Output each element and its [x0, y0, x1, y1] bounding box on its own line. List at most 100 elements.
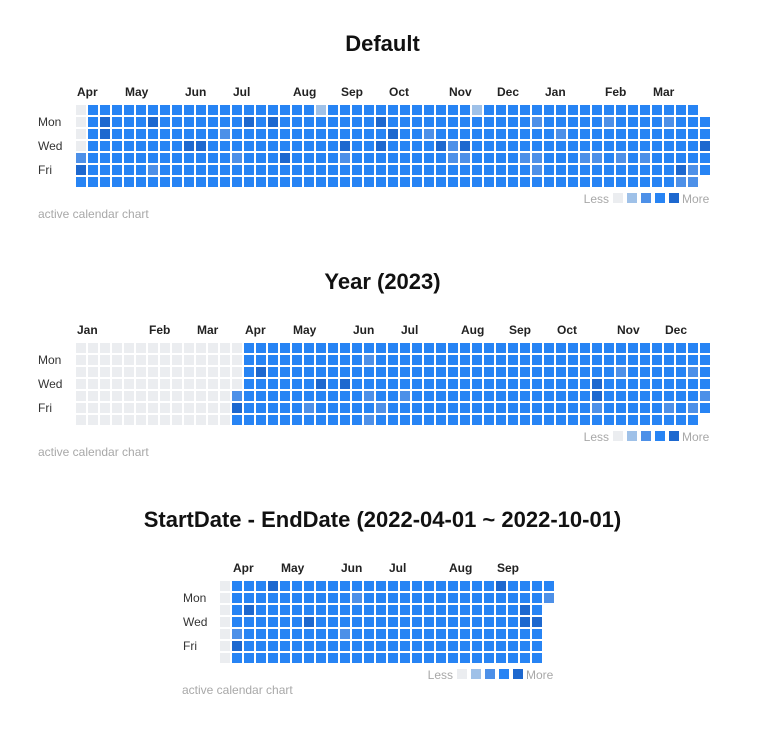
day-cell[interactable]	[220, 629, 230, 639]
day-cell[interactable]	[532, 141, 542, 151]
day-cell[interactable]	[652, 415, 662, 425]
day-cell[interactable]	[580, 141, 590, 151]
day-cell[interactable]	[352, 379, 362, 389]
day-cell[interactable]	[400, 343, 410, 353]
day-cell[interactable]	[256, 355, 266, 365]
day-cell[interactable]	[400, 617, 410, 627]
day-cell[interactable]	[76, 153, 86, 163]
day-cell[interactable]	[448, 117, 458, 127]
day-cell[interactable]	[328, 367, 338, 377]
day-cell[interactable]	[244, 105, 254, 115]
day-cell[interactable]	[220, 617, 230, 627]
day-cell[interactable]	[556, 117, 566, 127]
day-cell[interactable]	[472, 343, 482, 353]
day-cell[interactable]	[100, 117, 110, 127]
day-cell[interactable]	[484, 153, 494, 163]
day-cell[interactable]	[232, 379, 242, 389]
day-cell[interactable]	[592, 355, 602, 365]
day-cell[interactable]	[556, 415, 566, 425]
day-cell[interactable]	[604, 165, 614, 175]
day-cell[interactable]	[424, 153, 434, 163]
day-cell[interactable]	[268, 605, 278, 615]
day-cell[interactable]	[436, 117, 446, 127]
day-cell[interactable]	[412, 629, 422, 639]
day-cell[interactable]	[424, 117, 434, 127]
day-cell[interactable]	[580, 177, 590, 187]
day-cell[interactable]	[592, 177, 602, 187]
day-cell[interactable]	[436, 403, 446, 413]
day-cell[interactable]	[112, 343, 122, 353]
day-cell[interactable]	[544, 343, 554, 353]
day-cell[interactable]	[232, 177, 242, 187]
day-cell[interactable]	[268, 653, 278, 663]
day-cell[interactable]	[208, 129, 218, 139]
day-cell[interactable]	[388, 129, 398, 139]
day-cell[interactable]	[676, 117, 686, 127]
day-cell[interactable]	[556, 379, 566, 389]
day-cell[interactable]	[604, 129, 614, 139]
day-cell[interactable]	[520, 153, 530, 163]
day-cell[interactable]	[220, 177, 230, 187]
day-cell[interactable]	[604, 153, 614, 163]
day-cell[interactable]	[532, 153, 542, 163]
day-cell[interactable]	[556, 391, 566, 401]
day-cell[interactable]	[268, 117, 278, 127]
day-cell[interactable]	[676, 343, 686, 353]
day-cell[interactable]	[208, 153, 218, 163]
day-cell[interactable]	[460, 617, 470, 627]
day-cell[interactable]	[520, 641, 530, 651]
day-cell[interactable]	[88, 153, 98, 163]
day-cell[interactable]	[700, 355, 710, 365]
day-cell[interactable]	[400, 165, 410, 175]
day-cell[interactable]	[556, 177, 566, 187]
day-cell[interactable]	[184, 355, 194, 365]
day-cell[interactable]	[688, 117, 698, 127]
day-cell[interactable]	[616, 105, 626, 115]
day-cell[interactable]	[124, 165, 134, 175]
day-cell[interactable]	[652, 141, 662, 151]
day-cell[interactable]	[256, 641, 266, 651]
day-cell[interactable]	[448, 367, 458, 377]
day-cell[interactable]	[388, 117, 398, 127]
day-cell[interactable]	[388, 641, 398, 651]
day-cell[interactable]	[424, 105, 434, 115]
day-cell[interactable]	[688, 379, 698, 389]
day-cell[interactable]	[448, 355, 458, 365]
day-cell[interactable]	[688, 355, 698, 365]
day-cell[interactable]	[220, 129, 230, 139]
day-cell[interactable]	[388, 367, 398, 377]
day-cell[interactable]	[304, 653, 314, 663]
day-cell[interactable]	[436, 153, 446, 163]
day-cell[interactable]	[376, 641, 386, 651]
day-cell[interactable]	[340, 343, 350, 353]
day-cell[interactable]	[508, 605, 518, 615]
day-cell[interactable]	[268, 617, 278, 627]
day-cell[interactable]	[532, 415, 542, 425]
day-cell[interactable]	[652, 355, 662, 365]
day-cell[interactable]	[508, 117, 518, 127]
day-cell[interactable]	[172, 415, 182, 425]
day-cell[interactable]	[664, 403, 674, 413]
day-cell[interactable]	[292, 117, 302, 127]
day-cell[interactable]	[640, 129, 650, 139]
day-cell[interactable]	[220, 117, 230, 127]
day-cell[interactable]	[364, 391, 374, 401]
day-cell[interactable]	[700, 129, 710, 139]
day-cell[interactable]	[472, 355, 482, 365]
day-cell[interactable]	[628, 415, 638, 425]
day-cell[interactable]	[304, 153, 314, 163]
day-cell[interactable]	[100, 379, 110, 389]
day-cell[interactable]	[664, 415, 674, 425]
day-cell[interactable]	[232, 105, 242, 115]
day-cell[interactable]	[364, 165, 374, 175]
day-cell[interactable]	[388, 141, 398, 151]
day-cell[interactable]	[220, 105, 230, 115]
day-cell[interactable]	[196, 141, 206, 151]
day-cell[interactable]	[124, 391, 134, 401]
day-cell[interactable]	[196, 129, 206, 139]
day-cell[interactable]	[328, 153, 338, 163]
day-cell[interactable]	[316, 593, 326, 603]
day-cell[interactable]	[580, 403, 590, 413]
day-cell[interactable]	[100, 141, 110, 151]
day-cell[interactable]	[292, 165, 302, 175]
